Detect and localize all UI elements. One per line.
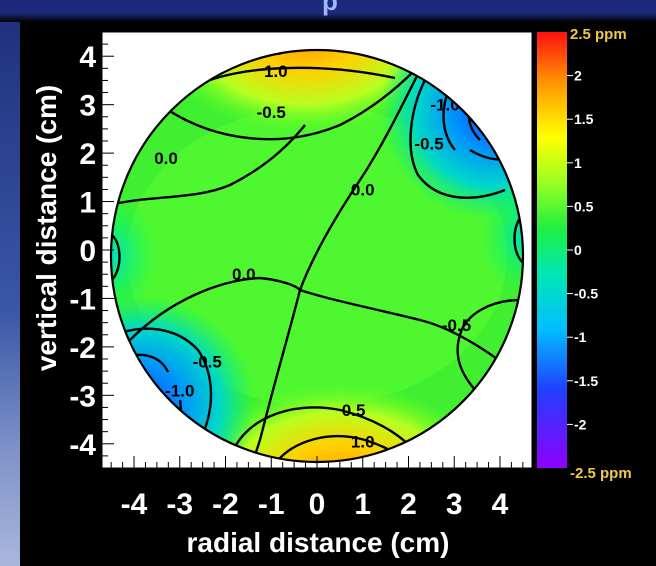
side-spot-right — [480, 176, 523, 296]
x-tick-label: 4 — [492, 488, 509, 521]
colorbar-top-label: 2.5 ppm — [570, 26, 627, 43]
hot-spot-bottom — [190, 383, 490, 462]
contour-label: 1.0 — [351, 432, 375, 451]
y-tick-label: -3 — [69, 380, 96, 413]
colorbar-tick-label: 1 — [574, 155, 582, 171]
contour-label: 1.0 — [264, 62, 288, 81]
contour-bl-0.5 — [114, 327, 213, 441]
y-axis-title: vertical distance (cm) — [31, 85, 62, 371]
x-tick-label: -3 — [166, 488, 193, 521]
contour-label: 0.0 — [232, 265, 256, 284]
slide-background-top — [0, 0, 656, 22]
x-tick-label: 1 — [354, 488, 371, 521]
colorbar-ticks: 2 1.5 1 0.5 0 -0.5 -1 -1.5 -2 — [567, 68, 598, 432]
contour-labels: 1.51.0-0.5-1.0-0.50.00.00.0-0.5-0.5-1.00… — [154, 50, 471, 451]
x-tick-label: 2 — [400, 488, 417, 521]
contour-field: 1.51.0-0.5-1.0-0.50.00.00.0-0.5-0.5-1.00… — [111, 50, 523, 462]
x-axis-title: radial distance (cm) — [187, 527, 450, 558]
colorbar-tick-label: 2 — [574, 68, 582, 84]
contour-center-0.0c — [129, 276, 523, 381]
contour-label: -0.5 — [193, 352, 222, 371]
y-tick-label: 2 — [79, 138, 96, 171]
contour-bottom-0.5 — [228, 406, 422, 461]
contour-label: -0.5 — [442, 316, 471, 335]
y-axis-ticks — [102, 31, 114, 469]
x-tick-label: -1 — [258, 488, 285, 521]
slide-background-left — [0, 0, 20, 566]
colorbar-tick-label: 0 — [574, 242, 582, 258]
y-axis-tick-labels: 4 3 2 1 0 -1 -2 -3 -4 — [69, 41, 96, 462]
contour-tl-0.0 — [111, 124, 306, 207]
x-tick-label: -4 — [121, 488, 148, 521]
x-tick-label: 0 — [309, 488, 326, 521]
colorbar-tick-label: -1.5 — [574, 373, 598, 389]
y-tick-label: -2 — [69, 332, 96, 365]
contour-label: -0.5 — [257, 103, 286, 122]
y-tick-label: 4 — [79, 41, 96, 74]
x-tick-label: 3 — [446, 488, 463, 521]
contour-left-edge — [111, 234, 121, 281]
y-tick-label: -4 — [69, 429, 96, 462]
contour-label: 0.5 — [342, 401, 366, 420]
y-tick-label: 1 — [79, 187, 96, 220]
contour-center-0.0a — [298, 69, 422, 291]
colorbar-tick-label: 1.5 — [574, 111, 594, 127]
y-tick-label: 3 — [79, 90, 96, 123]
colorbar-tick-label: -1 — [574, 329, 587, 345]
colorbar-tick-label: 0.5 — [574, 198, 594, 214]
x-axis-tick-labels: -4 -3 -2 -1 0 1 2 3 4 — [121, 488, 509, 521]
contour-tr-0.5 — [409, 79, 506, 199]
y-tick-label: -1 — [69, 283, 96, 316]
hot-spot-top — [155, 50, 455, 133]
contour-label: 0.0 — [154, 149, 178, 168]
colorbar-bottom-label: -2.5 ppm — [570, 465, 632, 482]
x-tick-label: -2 — [212, 488, 239, 521]
y-tick-label: 0 — [79, 235, 96, 268]
contour-label: -0.5 — [414, 134, 443, 153]
colorbar — [537, 32, 567, 468]
contour-label: -1.0 — [165, 381, 194, 400]
x-axis-ticks — [110, 456, 524, 468]
contour-top-0.5 — [167, 69, 416, 141]
contour-label: 0.0 — [351, 180, 375, 199]
colorbar-tick-label: -0.5 — [574, 286, 598, 302]
colorbar-tick-label: -2 — [574, 416, 587, 432]
slide-title-fragment: p — [322, 0, 338, 16]
